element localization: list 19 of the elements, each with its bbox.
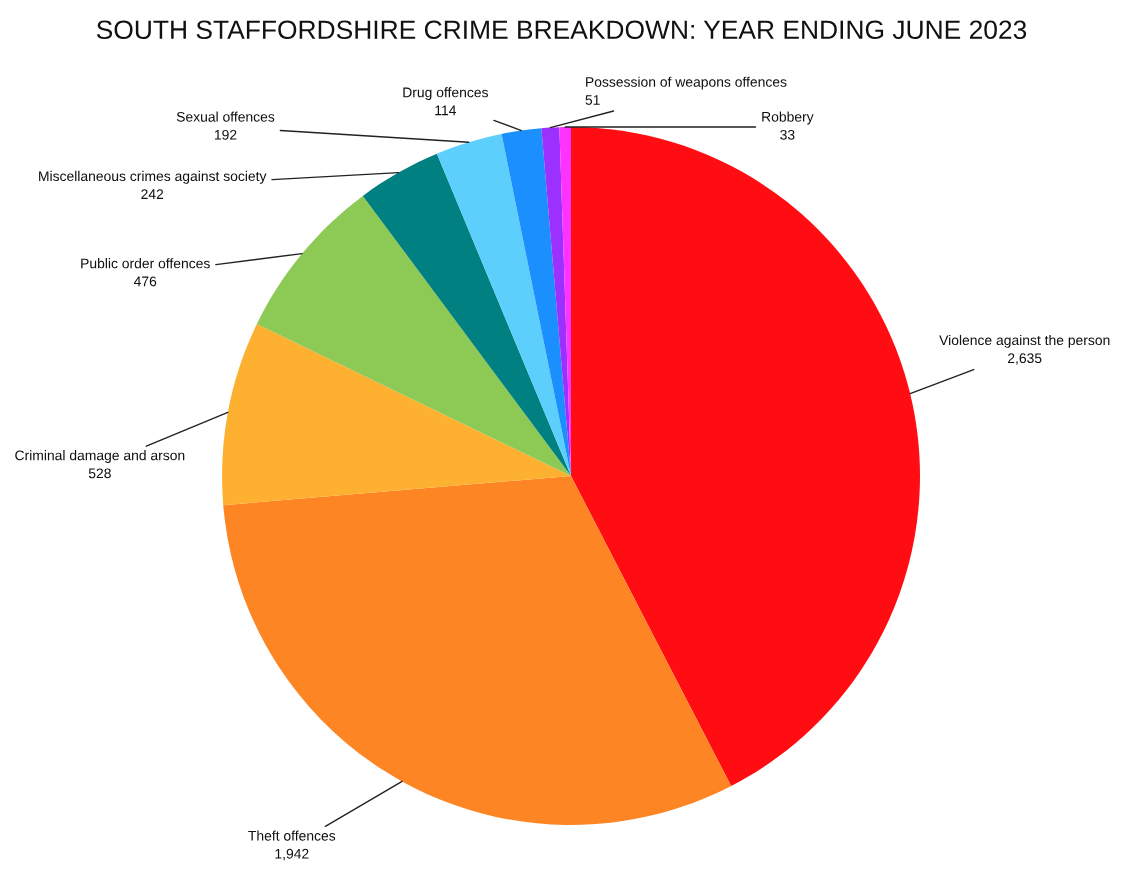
slice-label: Robbery [762, 111, 814, 125]
slice-label: Possession of weapons offences [586, 76, 787, 90]
data-label: 476 [133, 276, 157, 287]
data-label: 192 [214, 129, 237, 140]
data-label: 114 [435, 105, 457, 116]
slice-label: Violence against the person [939, 334, 1110, 348]
slice-label: Miscellaneous crimes against society [39, 170, 267, 184]
data-label: 242 [141, 189, 164, 199]
slice-label: Criminal damage and arson [15, 450, 185, 464]
data-label: 2,635 [1008, 353, 1042, 365]
data-label: 51 [585, 95, 600, 105]
data-label: 1,942 [275, 848, 309, 861]
slice-label: Theft offences [248, 830, 336, 841]
chart-title: SOUTH STAFFORDSHIRE CRIME BREAKDOWN: YEAR ENDING JUNE 2023 [96, 20, 1027, 40]
slice-label: Public order offences [81, 258, 210, 269]
data-label: 33 [780, 129, 795, 140]
data-label: 528 [88, 468, 111, 479]
slice-label: Drug offences [403, 87, 488, 101]
slice-label: Sexual offences [176, 111, 275, 122]
